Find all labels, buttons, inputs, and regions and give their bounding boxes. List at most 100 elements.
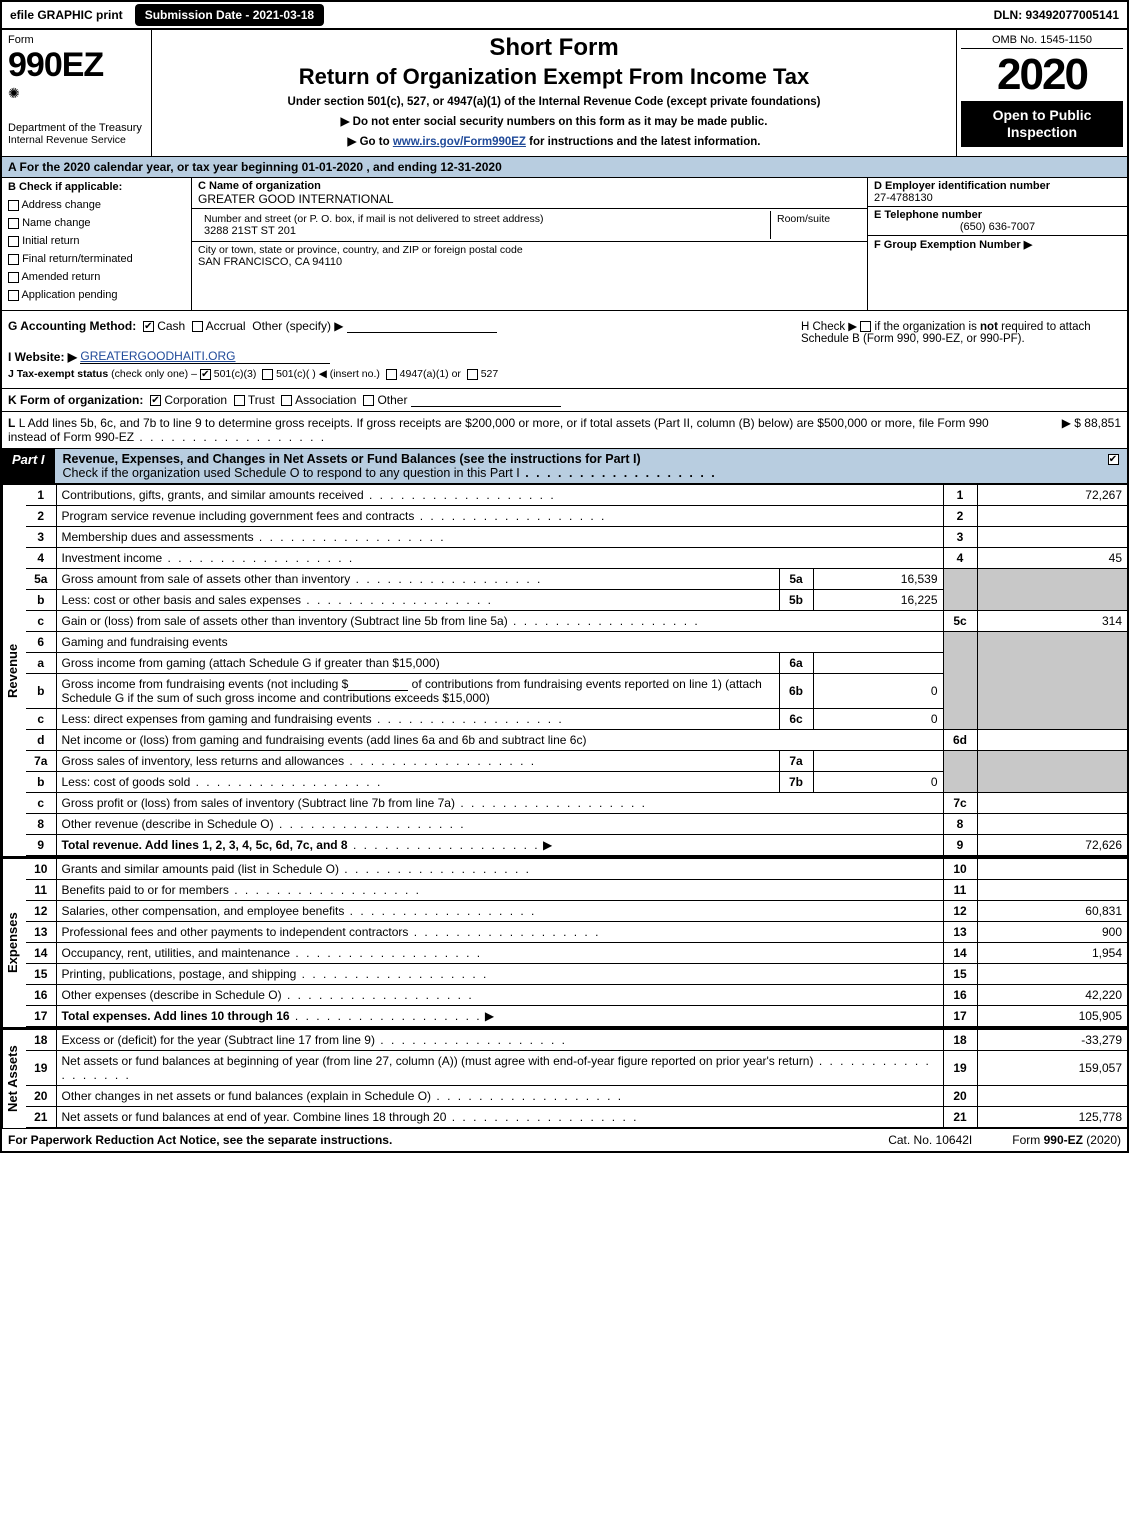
chk-4947[interactable] [386,369,397,380]
box-b: B Check if applicable: Address change Na… [2,178,192,310]
form-header: Form 990EZ ✺ Department of the Treasury … [2,28,1127,156]
opt-initial: Initial return [22,235,79,247]
opt-accrual: Accrual [206,319,246,333]
form-page: Form 990EZ ✺ Department of the Treasury … [0,28,1129,1153]
chk-527[interactable] [467,369,478,380]
block-bcdef: B Check if applicable: Address change Na… [2,177,1127,310]
line-16: 16Other expenses (describe in Schedule O… [26,985,1127,1006]
subtitle-ssn: ▶ Do not enter social security numbers o… [158,114,950,128]
title-return: Return of Organization Exempt From Incom… [158,64,950,90]
line-7a: 7aGross sales of inventory, less returns… [26,751,1127,772]
tax-year: 2020 [961,53,1123,97]
opt-4947: 4947(a)(1) or [400,368,461,380]
omb-number: OMB No. 1545-1150 [961,34,1123,49]
efile-label[interactable]: efile GRAPHIC print [2,4,131,26]
part1-header: Part I Revenue, Expenses, and Changes in… [2,448,1127,484]
opt-assoc: Association [295,393,356,407]
irs-seal-icon: ✺ [8,85,145,102]
chk-assoc[interactable] [281,395,292,406]
line-19: 19Net assets or fund balances at beginni… [26,1051,1127,1086]
line-5c: cGain or (loss) from sale of assets othe… [26,611,1127,632]
footer-left: For Paperwork Reduction Act Notice, see … [8,1133,848,1147]
vert-expenses: Expenses [2,859,22,1027]
header-right: OMB No. 1545-1150 2020 Open to Public In… [957,30,1127,156]
chk-accrual[interactable] [192,321,203,332]
c-street-label: Number and street (or P. O. box, if mail… [204,213,764,225]
line-20: 20Other changes in net assets or fund ba… [26,1086,1127,1107]
line-13: 13Professional fees and other payments t… [26,922,1127,943]
expenses-table: 10Grants and similar amounts paid (list … [26,858,1127,1027]
ein: 27-4788130 [874,192,1121,204]
footer-right: Form 990-EZ (2020) [1012,1133,1121,1147]
submission-date: Submission Date - 2021-03-18 [135,4,324,26]
org-name: GREATER GOOD INTERNATIONAL [198,192,861,206]
box-b-label: B Check if applicable: [8,181,185,193]
chk-corp[interactable] [150,395,161,406]
line-21: 21Net assets or fund balances at end of … [26,1107,1127,1128]
opt-address: Address change [21,199,101,211]
revenue-table: 1Contributions, gifts, grants, and simil… [26,484,1127,856]
chk-name[interactable] [8,218,19,229]
form-word: Form [8,34,145,46]
chk-part1-o[interactable] [1108,454,1119,465]
f-label: F Group Exemption Number ▶ [874,238,1121,251]
line-5a: 5aGross amount from sale of assets other… [26,569,1127,590]
topbar: efile GRAPHIC print Submission Date - 20… [0,0,1129,28]
chk-h[interactable] [860,321,871,332]
part1-title: Revenue, Expenses, and Changes in Net As… [55,449,1099,483]
opt-501c: 501(c)( ) ◀ (insert no.) [276,368,380,380]
header-left: Form 990EZ ✺ Department of the Treasury … [2,30,152,156]
j-note: (check only one) – [111,368,197,380]
opt-corp: Corporation [164,393,227,407]
city: SAN FRANCISCO, CA 94110 [198,256,861,268]
k-label: K Form of organization: [8,393,143,407]
part1-tag: Part I [2,449,55,483]
irs-link[interactable]: www.irs.gov/Form990EZ [393,136,526,148]
line-6: 6Gaming and fundraising events [26,632,1127,653]
part1-sub: Check if the organization used Schedule … [63,466,520,480]
section-ghijkl: G Accounting Method: Cash Accrual Other … [2,310,1127,388]
dln: DLN: 93492077005141 [986,4,1127,26]
opt-501c3: 501(c)(3) [214,368,257,380]
chk-initial[interactable] [8,236,19,247]
lines-grid: Revenue 1Contributions, gifts, grants, a… [2,484,1127,856]
chk-501c3[interactable] [200,369,211,380]
header-mid: Short Form Return of Organization Exempt… [152,30,957,156]
chk-trust[interactable] [234,395,245,406]
room-label: Room/suite [777,213,855,225]
opt-amended: Amended return [21,271,100,283]
vert-revenue: Revenue [2,485,26,856]
netassets-grid: Net Assets 18Excess or (deficit) for the… [2,1027,1127,1128]
line-15: 15Printing, publications, postage, and s… [26,964,1127,985]
chk-501c[interactable] [262,369,273,380]
line-7c: cGross profit or (loss) from sales of in… [26,793,1127,814]
chk-amended[interactable] [8,272,19,283]
line-12: 12Salaries, other compensation, and empl… [26,901,1127,922]
chk-cash[interactable] [143,321,154,332]
other-input[interactable] [347,332,497,333]
footer-mid: Cat. No. 10642I [888,1133,972,1147]
chk-pending[interactable] [8,290,19,301]
vert-netassets: Net Assets [2,1030,22,1128]
open-public: Open to Public Inspection [961,101,1123,147]
line-17: 17Total expenses. Add lines 10 through 1… [26,1006,1127,1027]
subtitle-section: Under section 501(c), 527, or 4947(a)(1)… [158,96,950,108]
row-k: K Form of organization: Corporation Trus… [2,388,1127,411]
chk-final[interactable] [8,254,19,265]
form-number: 990EZ [8,46,145,85]
chk-address[interactable] [8,200,19,211]
expenses-grid: Expenses 10Grants and similar amounts pa… [2,856,1127,1027]
k-other-input[interactable] [411,406,561,407]
netassets-table: 18Excess or (deficit) for the year (Subt… [26,1029,1127,1128]
website-link[interactable]: GREATERGOODHAITI.ORG [80,349,330,364]
title-short-form: Short Form [158,34,950,62]
dept-treasury: Department of the Treasury [8,122,145,134]
row-l: L L Add lines 5b, 6c, and 7b to line 9 t… [2,411,1127,448]
phone: (650) 636-7007 [874,221,1121,233]
line-9: 9Total revenue. Add lines 1, 2, 3, 4, 5c… [26,835,1127,856]
l-amount: ▶ $ 88,851 [1001,416,1121,444]
goto-post: for instructions and the latest informat… [526,136,761,148]
line-6d: dNet income or (loss) from gaming and fu… [26,730,1127,751]
line-3: 3Membership dues and assessments3 [26,527,1127,548]
chk-korg[interactable] [363,395,374,406]
